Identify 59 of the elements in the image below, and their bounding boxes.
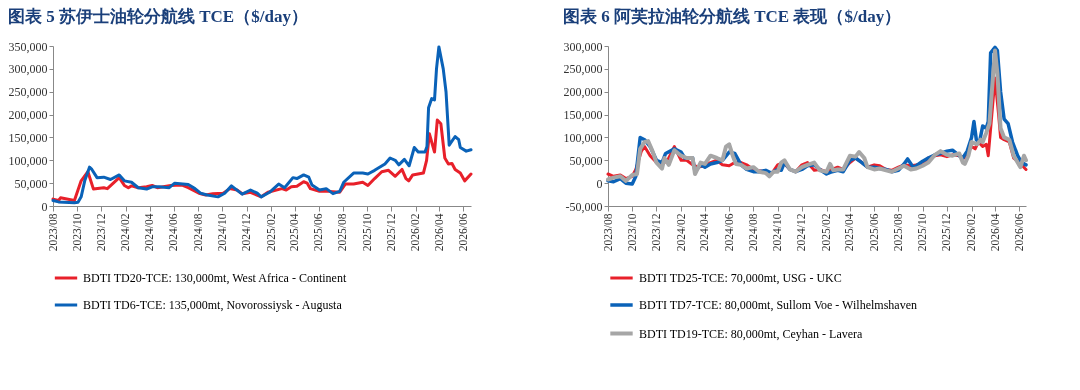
x-tick-label: 2025/06 bbox=[312, 213, 325, 252]
x-tick-label: 2024/04 bbox=[698, 213, 711, 252]
x-tick-label: 2024/10 bbox=[771, 213, 784, 252]
x-tick-label: 2025/04 bbox=[843, 213, 856, 252]
x-tick-label: 2024/06 bbox=[167, 213, 180, 252]
x-tick-label: 2023/12 bbox=[94, 213, 107, 252]
y-tick-label: 300,000 bbox=[563, 39, 603, 54]
x-tick-label: 2026/04 bbox=[432, 213, 445, 252]
x-tick-label: 2024/12 bbox=[795, 213, 808, 252]
x-tick-label: 2025/08 bbox=[336, 213, 349, 252]
y-tick-label: 350,000 bbox=[8, 39, 48, 54]
x-tick-label: 2024/02 bbox=[674, 213, 687, 252]
x-tick-label: 2024/12 bbox=[240, 213, 253, 252]
x-tick-label: 2026/02 bbox=[965, 213, 978, 252]
y-tick-label: 50,000 bbox=[14, 176, 48, 191]
legend-label: BDTI TD20-TCE: 130,000mt, West Africa - Continent bbox=[83, 271, 347, 285]
x-tick-label: 2023/08 bbox=[601, 213, 614, 252]
y-tick-label: 250,000 bbox=[8, 85, 48, 100]
chart-title: 图表 5 苏伊士油轮分航线 TCE（$/day） bbox=[8, 7, 308, 26]
x-tick-label: 2025/08 bbox=[891, 213, 904, 252]
x-tick-label: 2024/06 bbox=[722, 213, 735, 252]
x-tick-label: 2026/04 bbox=[988, 213, 1001, 252]
legend-label: BDTI TD7-TCE: 80,000mt, Sullom Voe - Wilhelmshaven bbox=[639, 298, 917, 312]
chart-title: 图表 6 阿芙拉油轮分航线 TCE 表现（$/day） bbox=[563, 7, 902, 26]
x-tick-label: 2023/12 bbox=[649, 213, 662, 252]
legend-label: BDTI TD6-TCE: 135,000mt, Novorossiysk - Augusta bbox=[83, 298, 343, 312]
x-tick-label: 2026/06 bbox=[456, 213, 469, 252]
x-tick-label: 2025/02 bbox=[820, 213, 833, 252]
y-tick-label: 100,000 bbox=[563, 130, 603, 145]
x-tick-label: 2024/08 bbox=[191, 213, 204, 252]
x-tick-label: 2026/02 bbox=[409, 213, 422, 252]
y-tick-label: 250,000 bbox=[563, 62, 603, 77]
x-tick-label: 2025/02 bbox=[264, 213, 277, 252]
x-tick-label: 2023/08 bbox=[46, 213, 59, 252]
y-tick-label: 200,000 bbox=[563, 85, 603, 100]
y-tick-label: 300,000 bbox=[8, 62, 48, 77]
x-tick-label: 2023/10 bbox=[625, 213, 638, 252]
x-tick-label: 2025/10 bbox=[360, 213, 373, 252]
y-tick-label: 150,000 bbox=[563, 108, 603, 123]
y-tick-label: -50,000 bbox=[565, 199, 603, 214]
y-tick-label: 150,000 bbox=[8, 130, 48, 145]
x-tick-label: 2023/10 bbox=[70, 213, 83, 252]
x-tick-label: 2024/08 bbox=[746, 213, 759, 252]
x-tick-label: 2024/10 bbox=[215, 213, 228, 252]
x-tick-label: 2024/02 bbox=[119, 213, 132, 252]
y-tick-label: 100,000 bbox=[8, 153, 48, 168]
x-tick-label: 2025/12 bbox=[384, 213, 397, 252]
y-tick-label: 0 bbox=[596, 176, 603, 191]
x-tick-label: 2025/04 bbox=[288, 213, 301, 252]
y-tick-label: 50,000 bbox=[569, 153, 603, 168]
y-tick-label: 200,000 bbox=[8, 108, 48, 123]
x-tick-label: 2026/06 bbox=[1012, 213, 1025, 252]
legend-label: BDTI TD19-TCE: 80,000mt, Ceyhan - Lavera bbox=[639, 326, 864, 341]
x-tick-label: 2024/04 bbox=[143, 213, 156, 252]
x-tick-label: 2025/10 bbox=[916, 213, 929, 252]
x-tick-label: 2025/12 bbox=[940, 213, 953, 252]
legend-label: BDTI TD25-TCE: 70,000mt, USG - UKC bbox=[639, 271, 842, 285]
y-tick-label: 0 bbox=[41, 199, 48, 214]
x-tick-label: 2025/06 bbox=[867, 213, 880, 252]
